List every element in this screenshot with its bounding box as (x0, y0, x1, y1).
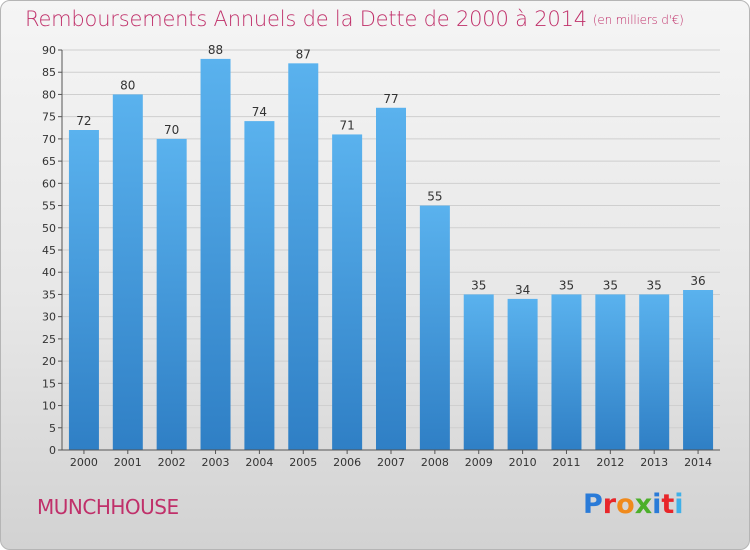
logo-letter: P (583, 489, 603, 520)
x-tick-label: 2010 (509, 456, 537, 469)
x-tick-label: 2007 (377, 456, 405, 469)
data-label: 71 (339, 118, 354, 132)
y-tick-label: 90 (42, 44, 56, 57)
axes: 0 5 10 15 20 25 30 35 40 45 50 55 60 65 70 75 80 85 90 2000… (42, 44, 720, 469)
data-label: 35 (603, 278, 618, 292)
bar (68, 130, 99, 450)
chart-title: Remboursements Annuels de la Dette de 20… (25, 7, 684, 31)
bar (288, 63, 319, 450)
y-tick-label: 50 (42, 222, 56, 235)
y-tick-label: 40 (42, 266, 56, 279)
data-label: 74 (252, 105, 267, 119)
bar (463, 294, 494, 450)
logo-letter: r (602, 489, 617, 520)
bar (376, 107, 406, 451)
bar (244, 121, 275, 450)
data-label: 34 (515, 283, 530, 297)
bars (68, 58, 714, 451)
chart-title-text: Remboursements Annuels de la Dette de 20… (25, 7, 587, 31)
y-tick-label: 60 (42, 177, 56, 190)
y-tick-label: 85 (42, 66, 56, 79)
x-tick-label: 2008 (421, 456, 449, 469)
data-label: 88 (208, 43, 223, 57)
x-tick-label: 2006 (333, 456, 361, 469)
data-labels: 72 80 70 88 74 87 71 77 55 35 34 35 35 35 36 (76, 43, 705, 297)
y-tick-label: 55 (42, 200, 56, 213)
data-label: 77 (383, 92, 398, 106)
y-tick-label: 70 (42, 133, 56, 146)
y-tick-label: 35 (42, 288, 56, 301)
x-tick-label: 2003 (202, 456, 230, 469)
x-tick-label: 2002 (158, 456, 186, 469)
bar (112, 94, 143, 450)
y-tick-label: 0 (49, 444, 56, 457)
y-tick-label: 30 (42, 311, 56, 324)
data-label: 35 (559, 278, 574, 292)
data-label: 70 (164, 123, 179, 137)
logo-letter: t (661, 489, 675, 520)
y-tick-label: 10 (42, 400, 56, 413)
y-tick-label: 65 (42, 155, 56, 168)
data-label: 80 (120, 78, 135, 92)
x-tick-label: 2012 (596, 456, 624, 469)
x-tick-label: 2001 (114, 456, 142, 469)
bar (595, 294, 626, 450)
bar (419, 205, 450, 450)
chart-unit-label: (en milliers d'€) (592, 13, 684, 27)
bar (156, 138, 187, 450)
logo-letter: i (674, 489, 684, 520)
proxiti-logo[interactable]: Proxiti (583, 489, 684, 520)
data-label: 35 (647, 278, 662, 292)
x-tick-label: 2013 (640, 456, 668, 469)
y-tick-label: 20 (42, 355, 56, 368)
bar (332, 134, 363, 450)
data-label: 72 (76, 114, 91, 128)
x-tick-label: 2000 (70, 456, 98, 469)
y-tick-label: 5 (49, 422, 56, 435)
x-tick-label: 2009 (465, 456, 493, 469)
y-tick-label: 15 (42, 377, 56, 390)
x-tick-label: 2004 (245, 456, 273, 469)
logo-letter: i (652, 489, 662, 520)
bar (200, 58, 231, 451)
x-tick-label: 2014 (684, 456, 712, 469)
bar (551, 294, 582, 450)
y-tick-label: 80 (42, 88, 56, 101)
bar (507, 298, 538, 450)
logo-letter: o (616, 489, 635, 520)
x-tick-label: 2005 (289, 456, 317, 469)
data-label: 87 (296, 47, 311, 61)
bar (639, 294, 670, 450)
logo-letter: x (634, 489, 653, 520)
bar (683, 290, 714, 450)
city-name: MUNCHHOUSE (37, 495, 179, 519)
x-tick-label: 2011 (552, 456, 580, 469)
y-tick-label: 45 (42, 244, 56, 257)
data-label: 36 (690, 274, 705, 288)
y-tick-label: 75 (42, 111, 56, 124)
y-tick-label: 25 (42, 333, 56, 346)
data-label: 35 (471, 278, 486, 292)
data-label: 55 (427, 190, 442, 204)
